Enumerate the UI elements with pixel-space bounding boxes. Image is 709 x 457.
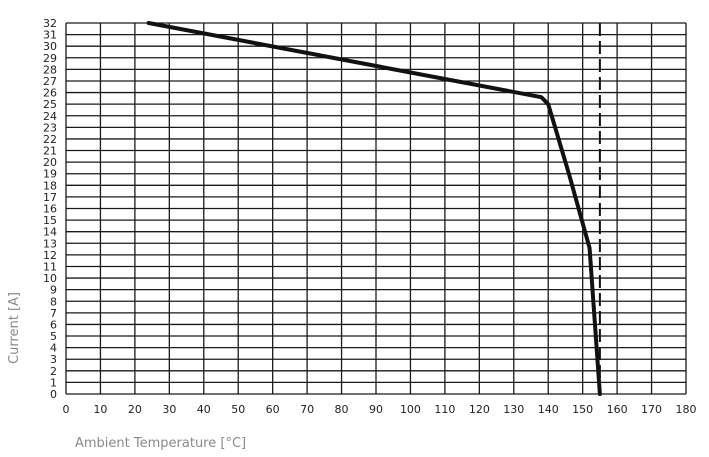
y-tick-label: 18 [43, 179, 57, 192]
x-tick-label: 180 [676, 403, 697, 416]
y-tick-labels: 0123456789101112131415161718192021222324… [43, 17, 57, 401]
x-tick-label: 120 [469, 403, 490, 416]
x-tick-label: 40 [197, 403, 211, 416]
y-tick-label: 6 [50, 318, 57, 331]
y-tick-label: 4 [50, 342, 57, 355]
x-tick-label: 0 [63, 403, 70, 416]
x-tick-label: 70 [300, 403, 314, 416]
y-tick-label: 22 [43, 133, 57, 146]
x-tick-label: 30 [162, 403, 176, 416]
y-axis-title: Current [A] [7, 292, 22, 364]
x-tick-labels: 0 10 20 30 40 50 60 70 80 90 100 110 120 130 140 150 160… [63, 403, 697, 416]
derating-curve [146, 21, 602, 396]
y-tick-label: 27 [43, 75, 57, 88]
y-tick-label: 29 [43, 52, 57, 65]
y-tick-label: 9 [50, 284, 57, 297]
y-tick-label: 28 [43, 63, 57, 76]
x-tick-label: 110 [434, 403, 455, 416]
y-tick-label: 32 [43, 17, 57, 30]
y-tick-label: 15 [43, 214, 57, 227]
y-tick-label: 8 [50, 295, 57, 308]
y-tick-label: 31 [43, 29, 57, 42]
y-tick-label: 14 [43, 226, 57, 239]
y-tick-label: 12 [43, 249, 57, 262]
y-tick-label: 20 [43, 156, 57, 169]
x-tick-label: 50 [231, 403, 245, 416]
x-tick-label: 80 [335, 403, 349, 416]
x-tick-label: 10 [93, 403, 107, 416]
y-tick-label: 2 [50, 365, 57, 378]
y-tick-label: 13 [43, 237, 57, 250]
x-tick-label: 100 [400, 403, 421, 416]
y-tick-label: 23 [43, 121, 57, 134]
grid [65, 22, 687, 395]
y-tick-label: 0 [50, 388, 57, 401]
y-tick-label: 16 [43, 203, 57, 216]
y-tick-label: 5 [50, 330, 57, 343]
x-tick-label: 150 [572, 403, 593, 416]
x-tick-label: 130 [503, 403, 524, 416]
x-tick-label: 60 [266, 403, 280, 416]
y-tick-label: 30 [43, 40, 57, 53]
x-tick-label: 90 [369, 403, 383, 416]
y-tick-label: 10 [43, 272, 57, 285]
y-tick-label: 1 [50, 376, 57, 389]
x-tick-label: 170 [641, 403, 662, 416]
y-tick-label: 17 [43, 191, 57, 204]
x-axis-title: Ambient Temperature [°C] [75, 436, 246, 451]
series-layer [146, 21, 602, 396]
x-tick-label: 20 [128, 403, 142, 416]
y-tick-label: 24 [43, 110, 57, 123]
x-tick-label: 160 [607, 403, 628, 416]
y-tick-label: 11 [43, 260, 57, 273]
y-tick-label: 3 [50, 353, 57, 366]
y-tick-label: 25 [43, 98, 57, 111]
y-tick-label: 19 [43, 168, 57, 181]
x-tick-label: 140 [538, 403, 559, 416]
y-tick-label: 26 [43, 87, 57, 100]
y-tick-label: 7 [50, 307, 57, 320]
y-tick-label: 21 [43, 145, 57, 158]
